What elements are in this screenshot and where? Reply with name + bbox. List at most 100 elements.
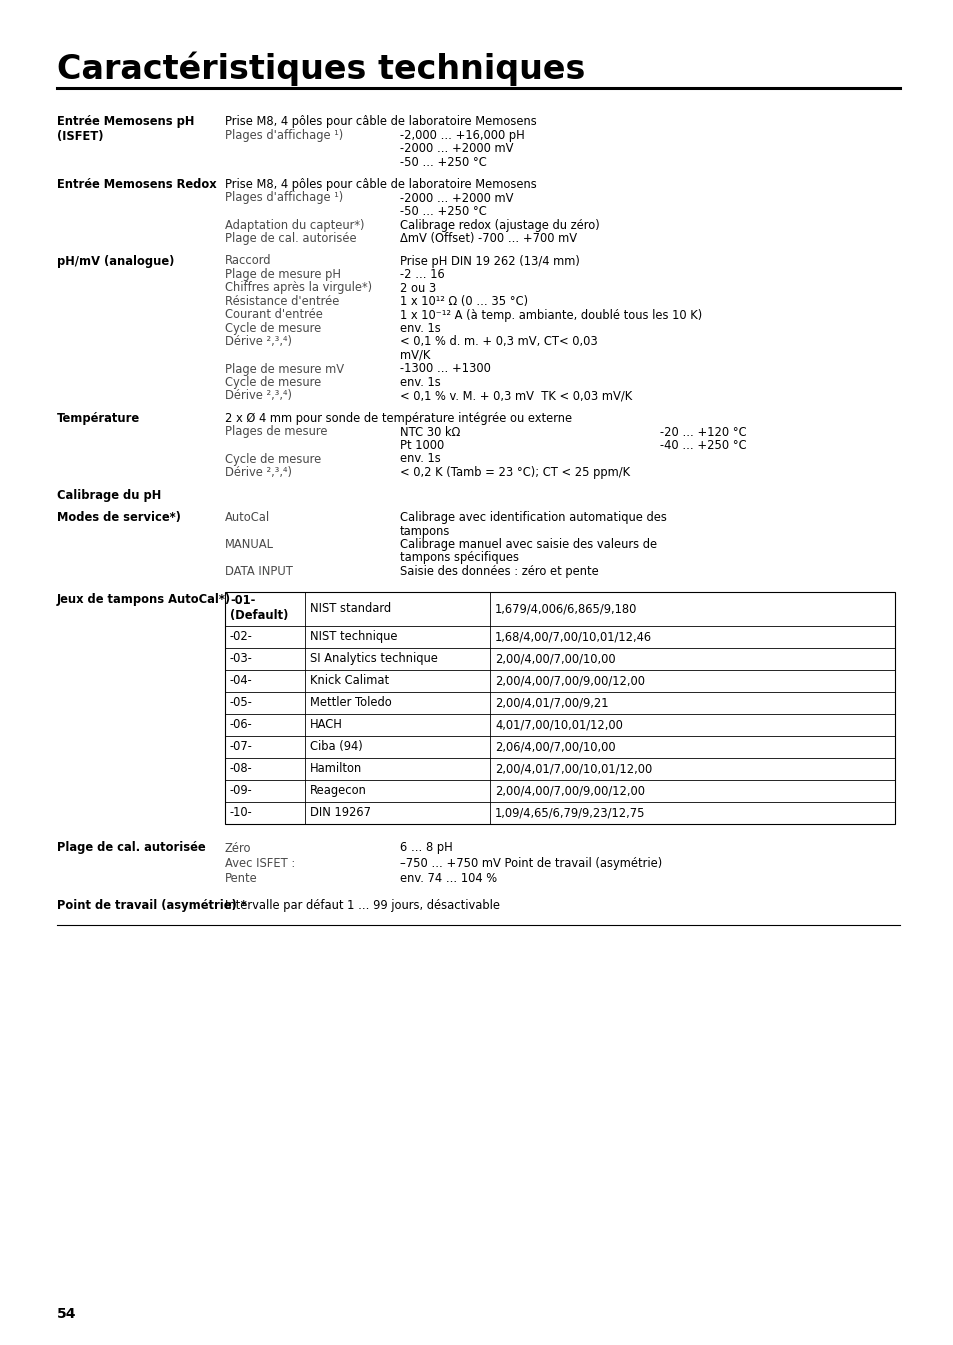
Text: -2,000 … +16,000 pH: -2,000 … +16,000 pH: [399, 129, 524, 141]
Text: -50 … +250 °C: -50 … +250 °C: [399, 204, 486, 218]
Text: Raccord: Raccord: [225, 254, 272, 268]
Text: Plages d'affichage ¹): Plages d'affichage ¹): [225, 129, 343, 141]
Text: Résistance d'entrée: Résistance d'entrée: [225, 295, 339, 308]
Text: Intervalle par défaut 1 … 99 jours, désactivable: Intervalle par défaut 1 … 99 jours, désa…: [225, 898, 499, 912]
Text: Courant d'entrée: Courant d'entrée: [225, 308, 322, 321]
Text: -02-: -02-: [230, 629, 253, 643]
Text: Reagecon: Reagecon: [310, 784, 367, 798]
Text: Dérive ²,³,⁴): Dérive ²,³,⁴): [225, 390, 292, 402]
Text: env. 1s: env. 1s: [399, 377, 440, 389]
Text: Plages de mesure: Plages de mesure: [225, 425, 327, 438]
Text: Mettler Toledo: Mettler Toledo: [310, 695, 392, 709]
Text: NTC 30 kΩ: NTC 30 kΩ: [399, 425, 460, 438]
Text: Knick Calimat: Knick Calimat: [310, 674, 389, 687]
Text: –750 … +750 mV Point de travail (asymétrie): –750 … +750 mV Point de travail (asymétr…: [399, 857, 661, 870]
Text: 6 … 8 pH: 6 … 8 pH: [399, 842, 453, 854]
Text: env. 1s: env. 1s: [399, 321, 440, 335]
Text: -2000 … +2000 mV: -2000 … +2000 mV: [399, 143, 513, 155]
Text: MANUAL: MANUAL: [225, 538, 274, 551]
Text: 2,00/4,00/7,00/9,00/12,00: 2,00/4,00/7,00/9,00/12,00: [495, 784, 644, 798]
Text: Cycle de mesure: Cycle de mesure: [225, 377, 321, 389]
Text: pH/mV (analogue): pH/mV (analogue): [57, 254, 174, 268]
Text: 1 x 10⁻¹² A (à temp. ambiante, doublé tous les 10 K): 1 x 10⁻¹² A (à temp. ambiante, doublé to…: [399, 308, 701, 321]
Text: < 0,1 % v. M. + 0,3 mV  TK < 0,03 mV/K: < 0,1 % v. M. + 0,3 mV TK < 0,03 mV/K: [399, 390, 632, 402]
Text: AutoCal: AutoCal: [225, 511, 270, 525]
Text: Hamilton: Hamilton: [310, 763, 362, 775]
Text: Chiffres après la virgule*): Chiffres après la virgule*): [225, 281, 372, 295]
Text: -10-: -10-: [230, 806, 253, 819]
Text: NIST technique: NIST technique: [310, 629, 397, 643]
Text: Prise pH DIN 19 262 (13/4 mm): Prise pH DIN 19 262 (13/4 mm): [399, 254, 579, 268]
Text: 4,01/7,00/10,01/12,00: 4,01/7,00/10,01/12,00: [495, 718, 622, 730]
Text: mV/K: mV/K: [399, 348, 430, 362]
Text: Prise M8, 4 pôles pour câble de laboratoire Memosens: Prise M8, 4 pôles pour câble de laborato…: [225, 116, 537, 128]
Text: tampons: tampons: [399, 525, 450, 538]
Text: Jeux de tampons AutoCal*): Jeux de tampons AutoCal*): [57, 593, 231, 607]
Text: Cycle de mesure: Cycle de mesure: [225, 452, 321, 465]
Text: Plages d'affichage ¹): Plages d'affichage ¹): [225, 191, 343, 204]
Text: Plage de mesure mV: Plage de mesure mV: [225, 363, 344, 375]
Text: -09-: -09-: [230, 784, 253, 798]
Text: Entrée Memosens pH
(ISFET): Entrée Memosens pH (ISFET): [57, 116, 194, 143]
Text: Calibrage avec identification automatique des: Calibrage avec identification automatiqu…: [399, 511, 666, 525]
Text: < 0,1 % d. m. + 0,3 mV, CT< 0,03: < 0,1 % d. m. + 0,3 mV, CT< 0,03: [399, 335, 598, 348]
Text: Plage de cal. autorisée: Plage de cal. autorisée: [225, 231, 356, 245]
Text: Plage de mesure pH: Plage de mesure pH: [225, 268, 340, 281]
Text: ΔmV (Offset) -700 … +700 mV: ΔmV (Offset) -700 … +700 mV: [399, 231, 577, 245]
Text: 1,09/4,65/6,79/9,23/12,75: 1,09/4,65/6,79/9,23/12,75: [495, 806, 645, 819]
Text: 2 ou 3: 2 ou 3: [399, 281, 436, 295]
Text: 2,00/4,01/7,00/10,01/12,00: 2,00/4,01/7,00/10,01/12,00: [495, 763, 652, 775]
Text: Modes de service*): Modes de service*): [57, 511, 181, 525]
Text: Entrée Memosens Redox: Entrée Memosens Redox: [57, 178, 216, 191]
Text: Adaptation du capteur*): Adaptation du capteur*): [225, 218, 364, 231]
Text: -2000 … +2000 mV: -2000 … +2000 mV: [399, 191, 513, 204]
Text: DIN 19267: DIN 19267: [310, 806, 371, 819]
Text: Avec ISFET :: Avec ISFET :: [225, 857, 294, 870]
Text: Dérive ²,³,⁴): Dérive ²,³,⁴): [225, 335, 292, 348]
Text: -08-: -08-: [230, 763, 253, 775]
Text: Calibrage du pH: Calibrage du pH: [57, 488, 161, 502]
Text: Calibrage manuel avec saisie des valeurs de: Calibrage manuel avec saisie des valeurs…: [399, 538, 657, 551]
Text: Plage de cal. autorisée: Plage de cal. autorisée: [57, 842, 206, 854]
Text: -20 … +120 °C: -20 … +120 °C: [659, 425, 746, 438]
Text: SI Analytics technique: SI Analytics technique: [310, 652, 437, 664]
Text: HACH: HACH: [310, 718, 342, 730]
Text: -06-: -06-: [230, 718, 253, 730]
Text: 1 x 10¹² Ω (0 … 35 °C): 1 x 10¹² Ω (0 … 35 °C): [399, 295, 528, 308]
Text: Prise M8, 4 pôles pour câble de laboratoire Memosens: Prise M8, 4 pôles pour câble de laborato…: [225, 178, 537, 191]
Text: Pt 1000: Pt 1000: [399, 438, 444, 452]
Text: -07-: -07-: [230, 740, 253, 753]
Text: 2,00/4,00/7,00/10,00: 2,00/4,00/7,00/10,00: [495, 652, 615, 664]
Text: 2,00/4,00/7,00/9,00/12,00: 2,00/4,00/7,00/9,00/12,00: [495, 674, 644, 687]
Text: -2 … 16: -2 … 16: [399, 268, 444, 281]
Text: DATA INPUT: DATA INPUT: [225, 565, 293, 578]
Text: -50 … +250 °C: -50 … +250 °C: [399, 156, 486, 168]
Text: Ciba (94): Ciba (94): [310, 740, 362, 753]
Text: -04-: -04-: [230, 674, 253, 687]
Text: Caractéristiques techniques: Caractéristiques techniques: [57, 52, 585, 86]
Text: 2 x Ø 4 mm pour sonde de température intégrée ou externe: 2 x Ø 4 mm pour sonde de température int…: [225, 412, 572, 425]
Text: 2,06/4,00/7,00/10,00: 2,06/4,00/7,00/10,00: [495, 740, 615, 753]
Text: Calibrage redox (ajustage du zéro): Calibrage redox (ajustage du zéro): [399, 218, 599, 231]
Text: Zéro: Zéro: [225, 842, 252, 854]
Text: Dérive ²,³,⁴): Dérive ²,³,⁴): [225, 465, 292, 479]
Text: tampons spécifiques: tampons spécifiques: [399, 551, 518, 565]
Text: -05-: -05-: [230, 695, 253, 709]
Text: 1,68/4,00/7,00/10,01/12,46: 1,68/4,00/7,00/10,01/12,46: [495, 629, 652, 643]
Text: -03-: -03-: [230, 652, 253, 664]
Text: Cycle de mesure: Cycle de mesure: [225, 321, 321, 335]
Text: Température: Température: [57, 412, 140, 425]
Text: -01-
(Default): -01- (Default): [230, 594, 288, 623]
Text: 1,679/4,006/6,865/9,180: 1,679/4,006/6,865/9,180: [495, 603, 637, 615]
Bar: [225, 592, 894, 823]
Text: env. 74 … 104 %: env. 74 … 104 %: [399, 873, 497, 885]
Text: env. 1s: env. 1s: [399, 452, 440, 465]
Text: < 0,2 K (Tamb = 23 °C); CT < 25 ppm/K: < 0,2 K (Tamb = 23 °C); CT < 25 ppm/K: [399, 465, 630, 479]
Text: 54: 54: [57, 1307, 76, 1321]
Text: Saisie des données : zéro et pente: Saisie des données : zéro et pente: [399, 565, 598, 578]
Text: -1300 … +1300: -1300 … +1300: [399, 363, 491, 375]
Text: -40 … +250 °C: -40 … +250 °C: [659, 438, 746, 452]
Text: Pente: Pente: [225, 873, 257, 885]
Text: 2,00/4,01/7,00/9,21: 2,00/4,01/7,00/9,21: [495, 695, 608, 709]
Text: Point de travail (asymétrie) *: Point de travail (asymétrie) *: [57, 898, 247, 912]
